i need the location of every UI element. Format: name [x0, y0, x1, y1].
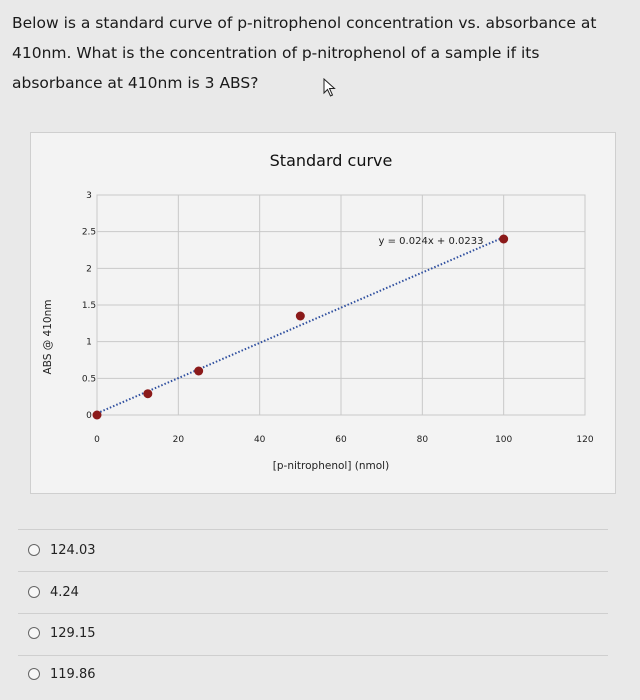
x-tick-label: 0	[94, 435, 100, 445]
option-4-label: 119.86	[50, 666, 96, 682]
question-text: Below is a standard curve of p-nitrophen…	[12, 8, 622, 98]
x-tick-label: 80	[417, 435, 429, 445]
question-line-3: absorbance at 410nm is 3 ABS?	[12, 74, 259, 92]
data-point	[92, 410, 102, 420]
option-3-label: 129.15	[50, 625, 96, 641]
plot-frame	[96, 194, 586, 416]
chart-panel: Standard curve ABS @ 410nm [p-nitropheno…	[30, 132, 616, 494]
option-separator	[18, 529, 608, 530]
chart-title: Standard curve	[270, 151, 393, 170]
data-points	[92, 234, 509, 420]
radio-button-icon[interactable]	[28, 627, 40, 639]
y-tick-label: 3	[86, 191, 92, 201]
mouse-cursor-icon	[323, 78, 336, 97]
x-axis-label: [p-nitrophenol] (nmol)	[273, 460, 389, 472]
option-2[interactable]: 4.24	[28, 579, 79, 605]
x-tick-label: 20	[173, 435, 185, 445]
y-axis-label: ABS @ 410nm	[42, 300, 54, 375]
trendline-equation: y = 0.024x + 0.0233	[379, 236, 484, 247]
question-line-2: 410nm. What is the concentration of p-ni…	[12, 44, 540, 62]
option-separator	[18, 571, 608, 572]
radio-button-icon[interactable]	[28, 586, 40, 598]
y-tick-label: 0.5	[82, 374, 96, 384]
standard-curve-chart: Standard curve ABS @ 410nm [p-nitropheno…	[42, 151, 594, 472]
y-tick-label: 2	[86, 264, 92, 274]
trendline	[96, 236, 505, 415]
y-tick-label: 0	[86, 411, 92, 421]
option-3[interactable]: 129.15	[28, 620, 96, 646]
y-tick-label: 1.5	[82, 301, 96, 311]
option-1[interactable]: 124.03	[28, 537, 96, 563]
radio-button-icon[interactable]	[28, 544, 40, 556]
option-separator	[18, 655, 608, 656]
y-tick-label: 2.5	[82, 228, 96, 238]
grid-lines	[96, 194, 586, 416]
option-2-label: 4.24	[50, 584, 79, 600]
data-point	[295, 311, 305, 321]
data-point	[194, 366, 204, 376]
option-4[interactable]: 119.86	[28, 661, 96, 687]
x-tick-label: 40	[254, 435, 266, 445]
x-tick-label: 120	[576, 435, 593, 445]
radio-button-icon[interactable]	[28, 668, 40, 680]
data-point	[143, 389, 153, 399]
question-line-1: Below is a standard curve of p-nitrophen…	[12, 14, 597, 32]
data-point	[499, 234, 509, 244]
option-1-label: 124.03	[50, 542, 96, 558]
x-tick-label: 100	[495, 435, 512, 445]
option-separator	[18, 613, 608, 614]
trendline-path	[96, 236, 505, 415]
tick-labels: 0 0.5 1 1.5 2 2.5 3 0 20 40 60 80 100 120	[82, 191, 594, 445]
y-tick-label: 1	[86, 338, 92, 348]
x-tick-label: 60	[335, 435, 347, 445]
